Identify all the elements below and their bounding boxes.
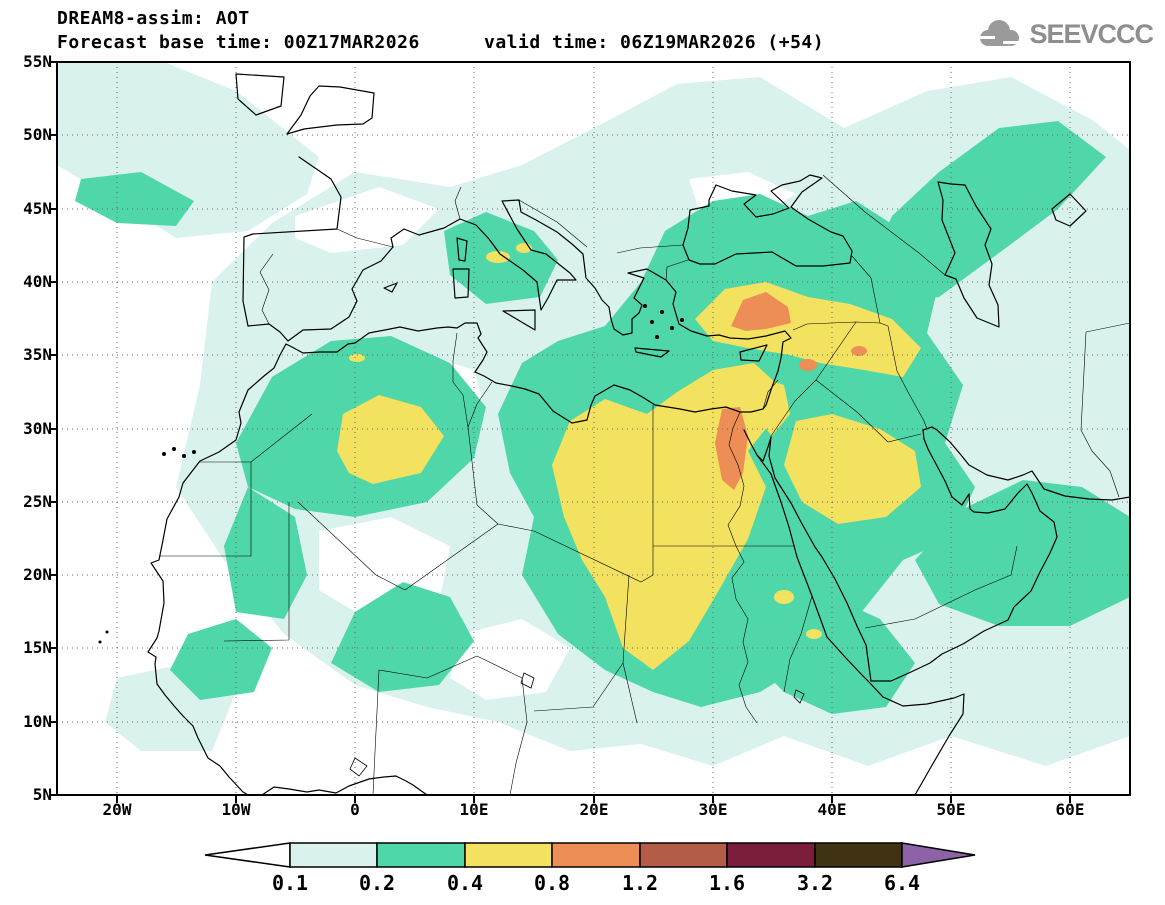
lon-label-50e: 50E (936, 800, 966, 819)
colorbar-label-0.1: 0.1 (271, 871, 309, 895)
page-title: DREAM8-assim: AOT (57, 8, 250, 29)
colorbar-label-0.2: 0.2 (358, 871, 396, 895)
colorbar-seg-12-16 (639, 842, 728, 868)
colorbar-arrow-left (204, 842, 291, 868)
island-sicily (502, 309, 536, 331)
coast-aral (1051, 193, 1087, 227)
lon-label-10e: 10E (459, 800, 489, 819)
lat-label-45n: 45N (23, 199, 52, 218)
lat-label-5n: 5N (32, 785, 52, 804)
lat-label-50n: 50N (23, 125, 52, 144)
lon-label-40e: 40E (817, 800, 847, 819)
colorbar-arrow-right (901, 842, 976, 868)
colorbar-seg-02-04 (376, 842, 466, 868)
aot-level-08 (715, 292, 867, 490)
lakes (349, 672, 805, 777)
seevccc-logo: SEEVCCC (973, 16, 1154, 52)
coast-sinai (743, 429, 772, 462)
lat-label-30n: 30N (23, 419, 52, 438)
coast-black-sea (682, 174, 853, 267)
lon-label-30e: 30E (698, 800, 728, 819)
lake-tana (793, 689, 805, 704)
lake-chad (520, 672, 535, 689)
lon-label-20e: 20E (579, 800, 609, 819)
island-dots (98, 304, 684, 644)
coast-europe-africa (147, 156, 792, 795)
colorbar-seg-04-08 (464, 842, 553, 868)
colorbar-label-3.2: 3.2 (796, 871, 834, 895)
coast-redsea-africa (756, 454, 965, 795)
colorbar (204, 842, 976, 868)
coast-caspian-sea (937, 181, 1000, 328)
seevccc-logo-text: SEEVCCC (1029, 18, 1154, 49)
map-frame (56, 61, 1131, 796)
lat-label-10n: 10N (23, 712, 52, 731)
lat-label-40n: 40N (23, 272, 52, 291)
colorbar-label-0.4: 0.4 (446, 871, 484, 895)
colorbar-label-6.4: 6.4 (883, 871, 921, 895)
island-mallorca (383, 282, 398, 293)
coast-gulf-of-guinea (261, 775, 428, 795)
coast-ireland (235, 73, 285, 116)
lon-label-20w: 20W (102, 800, 132, 819)
island-cyprus (739, 344, 768, 362)
lat-label-55n: 55N (23, 52, 52, 71)
cloud-icon (976, 20, 1023, 46)
forecast-base-time: Forecast base time: 00Z17MAR2026 (57, 32, 420, 53)
colorbar-seg-32-64 (814, 842, 903, 868)
colorbar-seg-16-32 (726, 842, 816, 868)
colorbar-label-0.8: 0.8 (533, 871, 571, 895)
colorbar-label-1.6: 1.6 (708, 871, 746, 895)
lat-label-20n: 20N (23, 565, 52, 584)
country-borders (159, 174, 1130, 795)
lon-label-10w: 10W (221, 800, 251, 819)
gridlines (57, 62, 1130, 795)
coast-arabia-iran (768, 426, 1130, 682)
island-crete (634, 347, 670, 358)
lat-label-15n: 15N (23, 638, 52, 657)
axis-ticks (49, 61, 1071, 803)
coastlines (147, 73, 1130, 795)
colorbar-label-1.2: 1.2 (621, 871, 659, 895)
lake-volta (349, 757, 368, 777)
valid-time: valid time: 06Z19MAR2026 (+54) (484, 32, 825, 53)
colorbar-seg-01-02 (289, 842, 378, 868)
coast-england (286, 85, 375, 135)
colorbar-seg-08-12 (551, 842, 641, 868)
island-sardinia (452, 268, 470, 299)
lon-label-0: 0 (350, 800, 360, 819)
lat-label-25n: 25N (23, 492, 52, 511)
lat-label-35n: 35N (23, 345, 52, 364)
island-corsica (456, 237, 468, 262)
lon-label-60e: 60E (1055, 800, 1085, 819)
nile-river (727, 411, 758, 724)
